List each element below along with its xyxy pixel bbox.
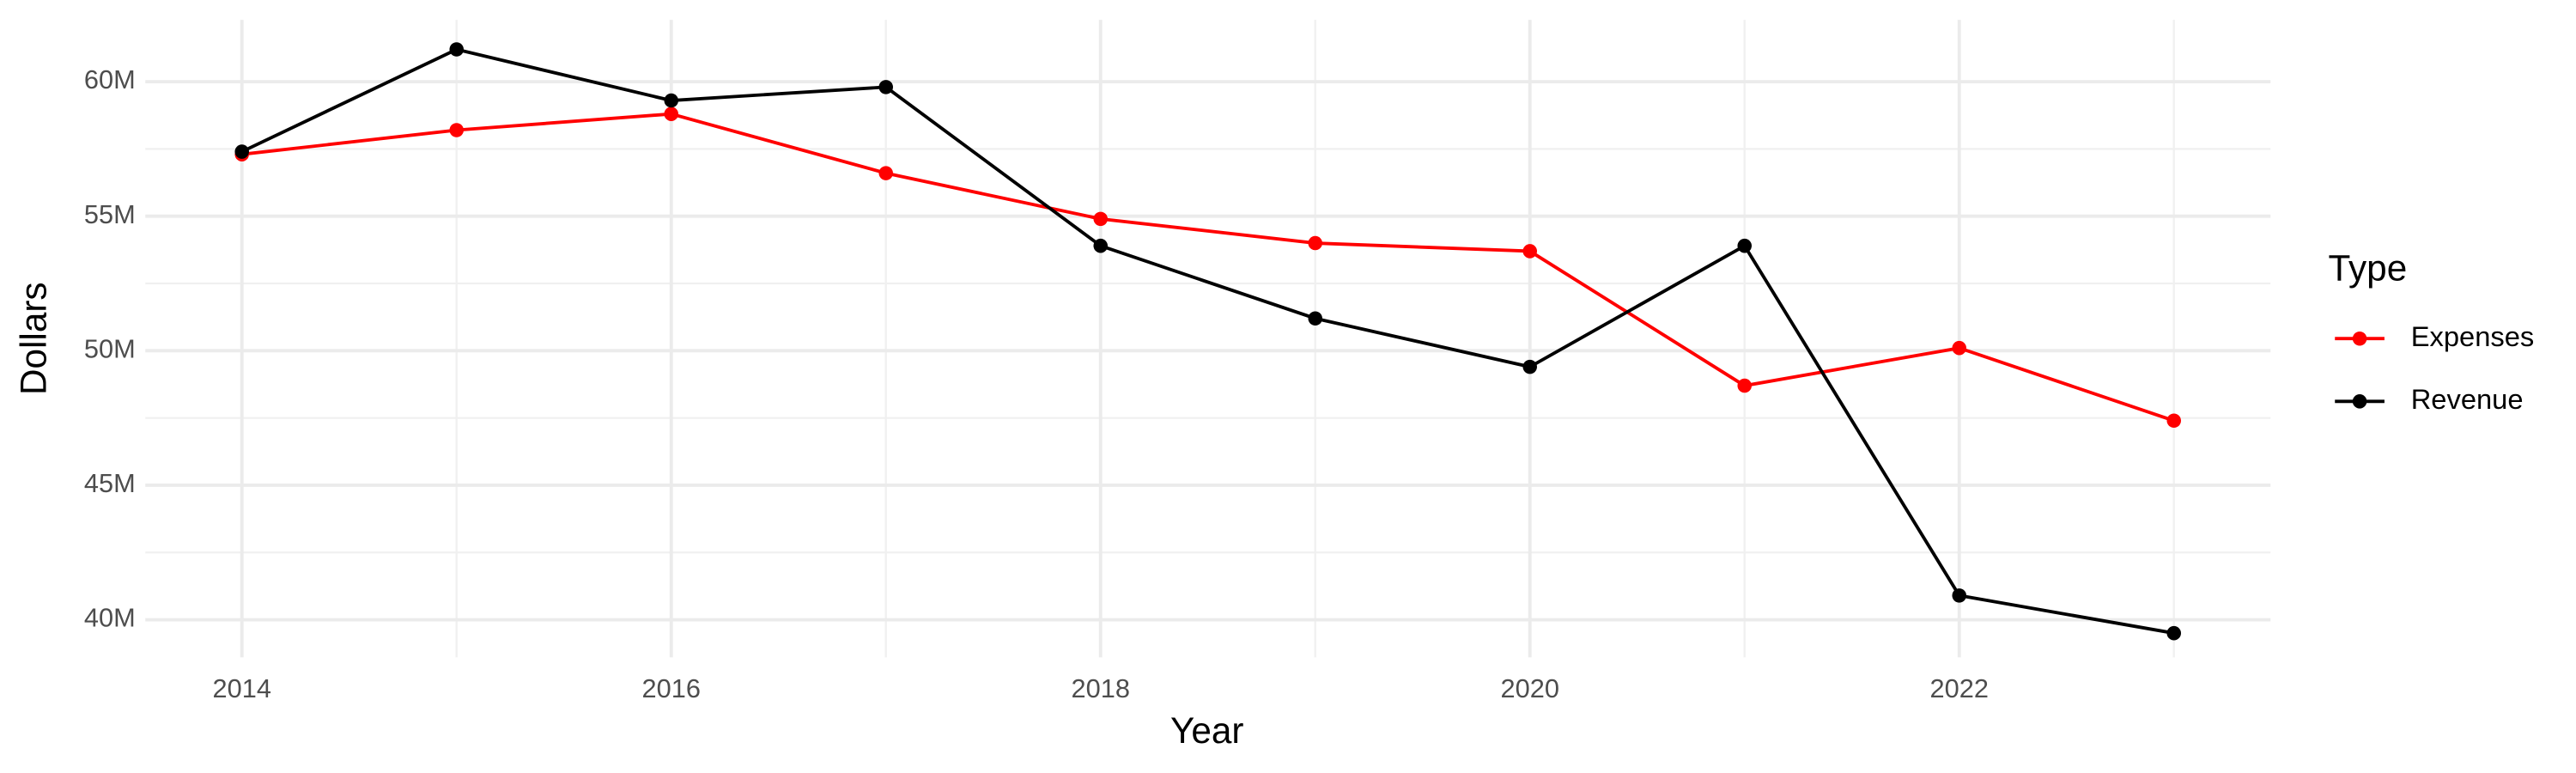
x-tick-label: 2022 xyxy=(1930,673,1989,703)
x-tick-label: 2016 xyxy=(642,673,701,703)
data-point xyxy=(449,42,465,57)
data-point xyxy=(234,144,249,159)
data-point xyxy=(1952,340,1966,356)
data-point xyxy=(2166,413,2181,429)
series-line xyxy=(240,47,2175,636)
data-point xyxy=(1093,211,1108,227)
data-point xyxy=(664,93,679,108)
legend-key-point xyxy=(2352,331,2367,346)
series-line xyxy=(241,112,2175,423)
x-tick-label: 2014 xyxy=(213,673,271,703)
data-point xyxy=(1522,359,1537,374)
x-tick-label: 2018 xyxy=(1072,673,1130,703)
data-point xyxy=(878,80,893,94)
y-tick-label: 55M xyxy=(84,199,136,229)
x-axis-title: Year xyxy=(1170,710,1243,751)
data-point xyxy=(878,166,893,180)
data-point xyxy=(1737,378,1752,393)
y-axis-title: Dollars xyxy=(13,282,53,395)
data-point xyxy=(1522,244,1537,259)
x-tick-label: 2020 xyxy=(1501,673,1559,703)
y-tick-label: 45M xyxy=(84,468,136,498)
data-point xyxy=(1737,238,1752,253)
data-point xyxy=(664,107,679,121)
data-point xyxy=(1308,311,1322,326)
legend-label: Revenue xyxy=(2411,383,2524,415)
y-tick-label: 50M xyxy=(84,333,136,363)
data-point xyxy=(1093,238,1108,253)
legend-title: Type xyxy=(2329,248,2408,289)
grid xyxy=(145,20,2271,658)
legend-label: Expenses xyxy=(2411,320,2535,352)
y-tick-label: 40M xyxy=(84,603,136,633)
legend-key-point xyxy=(2352,394,2367,409)
data-point xyxy=(2166,625,2181,641)
y-tick-label: 60M xyxy=(84,64,136,94)
data-point xyxy=(449,123,465,137)
data-point xyxy=(1308,235,1322,251)
data-point xyxy=(1952,588,1966,603)
